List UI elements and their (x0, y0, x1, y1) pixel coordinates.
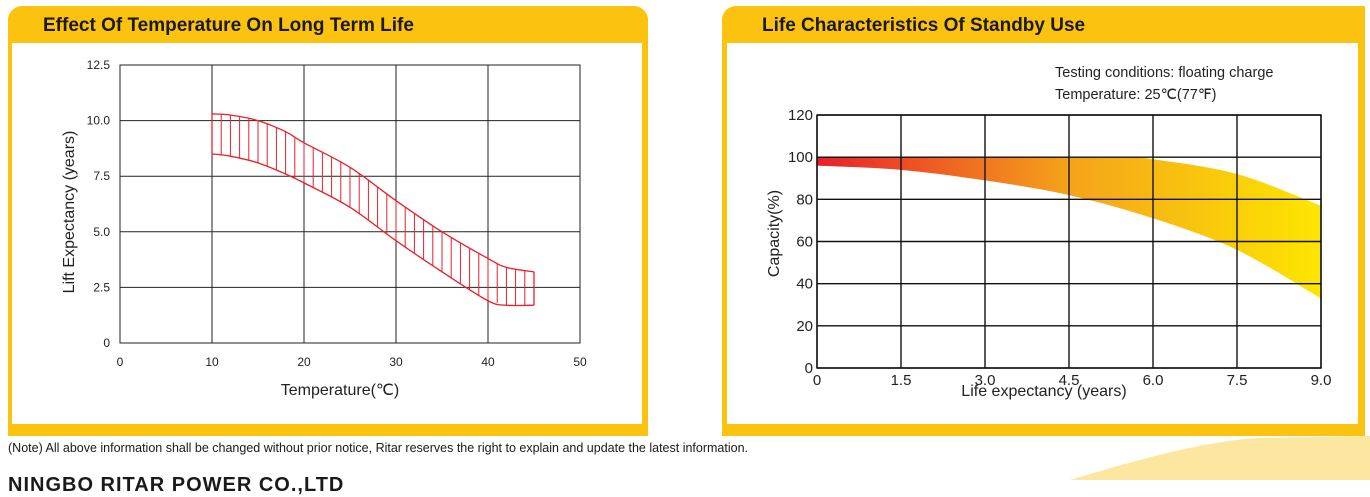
x-tick-label: 6.0 (1143, 372, 1164, 389)
standby-life-chart: 0 1.5 3.0 4.5 6.0 7.5 9.0 0 20 40 60 80 100 120 Testin… (766, 65, 1332, 400)
y-tick-label: 20 (796, 318, 813, 335)
x-axis-label: Temperature(℃) (281, 382, 399, 399)
y-tick-label: 0 (103, 336, 110, 350)
test-condition-annotation: Temperature: 25℃(77℉) (1055, 87, 1216, 103)
x-tick-label: 10 (205, 355, 219, 369)
y-tick-label: 40 (796, 276, 813, 293)
plot-frame (119, 64, 581, 344)
plot-frame (816, 114, 1322, 369)
temperature-life-chart: 0 10 20 30 40 50 0 2.5 5.0 7.5 10.0 12.5 Temperature… (61, 58, 587, 399)
y-tick-label: 12.5 (87, 58, 111, 72)
decorative-swoosh (1070, 436, 1370, 480)
capacity-band (817, 157, 1321, 299)
x-tick-label: 50 (573, 355, 587, 369)
y-tick-label: 2.5 (93, 280, 110, 294)
test-condition-annotation: Testing conditions: floating charge (1055, 65, 1273, 81)
y-tick-label: 80 (796, 191, 813, 208)
company-name: NINGBO RITAR POWER CO.,LTD (8, 474, 345, 496)
x-tick-label: 3.0 (975, 372, 996, 389)
panel-title: Effect Of Temperature On Long Term Life (43, 15, 414, 36)
series-upper-line (211, 113, 535, 273)
chart-area: 0 1.5 3.0 4.5 6.0 7.5 9.0 0 20 40 60 80 100 120 Testin… (727, 43, 1358, 424)
y-tick-label: 120 (788, 107, 813, 124)
chart-area: 0 10 20 30 40 50 0 2.5 5.0 7.5 10.0 12.5 Temperature… (12, 43, 642, 424)
x-axis-label: Life expectancy (years) (961, 383, 1126, 400)
x-tick-label: 20 (297, 355, 311, 369)
y-tick-label: 100 (788, 149, 813, 166)
panel-title: Life Characteristics Of Standby Use (762, 15, 1086, 36)
x-tick-label: 4.5 (1059, 372, 1080, 389)
x-tick-label: 0 (813, 372, 821, 389)
x-tick-label: 7.5 (1227, 372, 1248, 389)
temperature-life-panel: Effect Of Temperature On Long Term Life … (8, 6, 648, 436)
y-tick-label: 10.0 (87, 114, 111, 128)
y-axis-label: Lift Expectancy (years) (61, 131, 78, 294)
y-tick-label: 5.0 (93, 225, 110, 239)
standby-life-panel: Life Characteristics Of Standby Use 0 1.5… (722, 6, 1365, 436)
y-tick-label: 0 (805, 360, 813, 377)
x-tick-label: 1.5 (891, 372, 912, 389)
y-tick-label: 60 (796, 234, 813, 251)
x-tick-label: 30 (389, 355, 403, 369)
x-tick-label: 40 (481, 355, 495, 369)
y-axis-label: Capacity(%) (766, 190, 783, 277)
disclaimer-note: (Note) All above information shall be ch… (8, 441, 748, 455)
y-tick-label: 7.5 (93, 169, 110, 183)
x-tick-label: 9.0 (1311, 372, 1332, 389)
x-tick-label: 0 (117, 355, 124, 369)
